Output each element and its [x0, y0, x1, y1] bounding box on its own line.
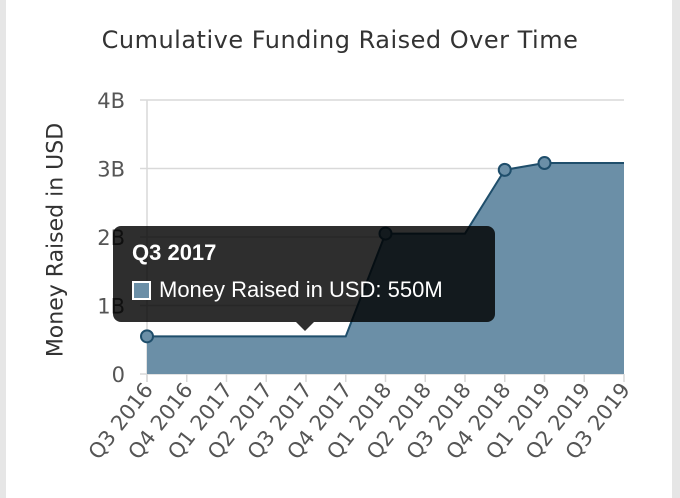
- data-point[interactable]: [537, 156, 552, 171]
- y-tick-label: 3B: [97, 158, 125, 182]
- tooltip-series-swatch: [132, 281, 151, 300]
- chart-title: Cumulative Funding Raised Over Time: [101, 26, 579, 54]
- right-frame-border: [672, 0, 680, 498]
- tooltip-title: Q3 2017: [132, 240, 217, 265]
- y-tick-label: 0: [112, 363, 125, 387]
- left-frame-border: [0, 0, 6, 498]
- tooltip-value: Money Raised in USD: 550M: [159, 277, 443, 302]
- tooltip-caret: [296, 322, 314, 331]
- tooltip: Q3 2017 Money Raised in USD: 550M: [113, 226, 495, 322]
- data-point[interactable]: [497, 162, 512, 177]
- y-tick-label: 4B: [97, 89, 125, 113]
- data-point[interactable]: [140, 329, 154, 344]
